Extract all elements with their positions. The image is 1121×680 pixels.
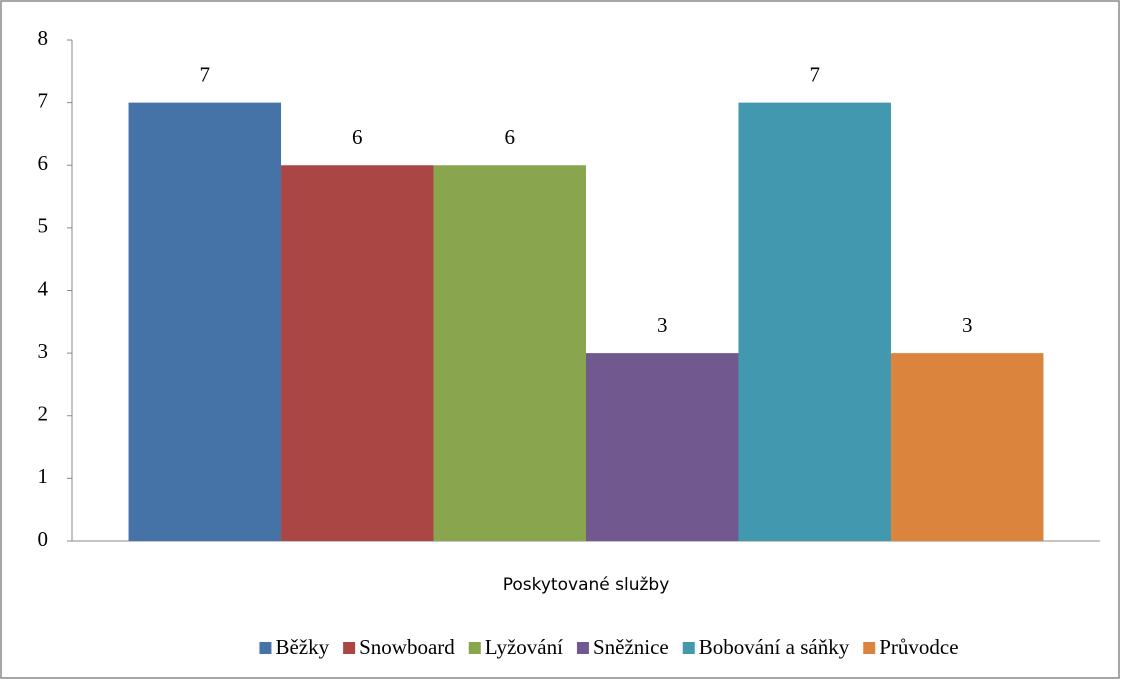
legend-swatch: [576, 642, 589, 654]
bar: [738, 102, 891, 541]
bar: [586, 353, 739, 541]
legend-label: Bobování a sáňky: [699, 635, 850, 659]
legend-swatch: [468, 642, 481, 654]
y-tick-label: 2: [38, 402, 49, 426]
legend-label: Sněžnice: [593, 635, 669, 659]
x-tick-label: Poskytované služby: [503, 575, 670, 595]
legend-label: Snowboard: [359, 635, 455, 659]
legend-label: Lyžování: [485, 635, 563, 659]
y-tick-label: 3: [38, 339, 49, 363]
data-label: 3: [962, 313, 973, 337]
legend-label: Průvodce: [879, 635, 958, 659]
data-label: 6: [505, 125, 516, 149]
data-label: 7: [200, 62, 211, 86]
legend-swatch: [259, 642, 272, 654]
y-tick-label: 7: [38, 88, 49, 112]
legend-swatch: [863, 642, 876, 654]
legend-swatch: [682, 642, 695, 654]
bar: [890, 353, 1044, 541]
y-tick-label: 8: [38, 26, 49, 50]
y-tick-label: 5: [38, 214, 49, 238]
legend-swatch: [343, 642, 356, 654]
y-tick-label: 0: [38, 527, 49, 551]
bar: [281, 165, 434, 541]
data-label: 3: [657, 313, 668, 337]
data-label: 7: [809, 62, 820, 86]
y-tick-label: 4: [38, 276, 49, 300]
y-tick-label: 1: [38, 464, 49, 488]
y-tick-label: 6: [38, 151, 49, 175]
legend-label: Běžky: [275, 635, 329, 659]
bar: [433, 165, 586, 541]
data-label: 6: [352, 125, 363, 149]
bar: [128, 102, 282, 541]
